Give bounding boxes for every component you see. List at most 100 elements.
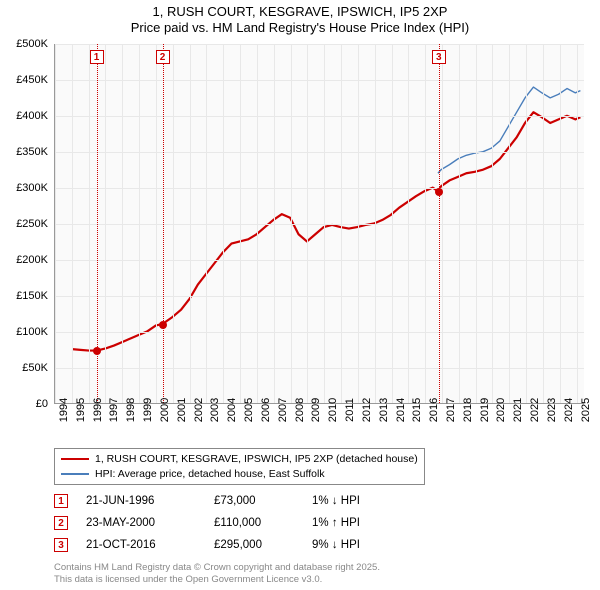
series-price_paid — [72, 112, 580, 350]
legend-item-price-paid: 1, RUSH COURT, KESGRAVE, IPSWICH, IP5 2X… — [61, 452, 418, 467]
x-tick-label: 2000 — [159, 398, 171, 422]
marker-box: 3 — [54, 538, 68, 552]
transaction-row: 321-OCT-2016£295,0009% ↓ HPI — [54, 534, 412, 556]
grid-line — [72, 44, 73, 403]
footer-line-1: Contains HM Land Registry data © Crown c… — [54, 562, 380, 574]
grid-line — [240, 44, 241, 403]
grid-line — [55, 368, 584, 369]
grid-line — [55, 188, 584, 189]
marker-dot — [93, 347, 101, 355]
grid-line — [139, 44, 140, 403]
transaction-price: £110,000 — [214, 517, 294, 529]
x-axis: 1994199519961997199819992000200120022003… — [54, 406, 584, 446]
y-tick-label: £100K — [16, 326, 48, 338]
grid-line — [274, 44, 275, 403]
x-tick-label: 1994 — [58, 398, 70, 422]
x-tick-label: 2007 — [277, 398, 289, 422]
x-tick-label: 2009 — [310, 398, 322, 422]
y-tick-label: £250K — [16, 218, 48, 230]
marker-box: 3 — [432, 50, 446, 64]
x-tick-label: 1995 — [75, 398, 87, 422]
grid-line — [543, 44, 544, 403]
x-tick-label: 2014 — [395, 398, 407, 422]
transaction-pct: 1% ↓ HPI — [312, 495, 412, 507]
x-tick-label: 2021 — [512, 398, 524, 422]
x-tick-label: 1997 — [108, 398, 120, 422]
x-tick-label: 1996 — [92, 398, 104, 422]
x-tick-label: 2010 — [327, 398, 339, 422]
y-axis: £0£50K£100K£150K£200K£250K£300K£350K£400… — [0, 44, 52, 404]
x-tick-label: 1998 — [125, 398, 137, 422]
chart-container: 1, RUSH COURT, KESGRAVE, IPSWICH, IP5 2X… — [0, 0, 600, 590]
grid-line — [55, 260, 584, 261]
marker-line — [439, 44, 440, 403]
grid-line — [55, 44, 584, 45]
grid-line — [442, 44, 443, 403]
transaction-pct: 9% ↓ HPI — [312, 539, 412, 551]
grid-line — [257, 44, 258, 403]
grid-line — [392, 44, 393, 403]
x-tick-label: 2019 — [479, 398, 491, 422]
y-tick-label: £300K — [16, 182, 48, 194]
marker-box: 2 — [156, 50, 170, 64]
x-tick-label: 2006 — [260, 398, 272, 422]
grid-line — [577, 44, 578, 403]
grid-line — [425, 44, 426, 403]
grid-line — [55, 296, 584, 297]
legend: 1, RUSH COURT, KESGRAVE, IPSWICH, IP5 2X… — [54, 448, 425, 485]
grid-line — [55, 332, 584, 333]
grid-line — [55, 152, 584, 153]
grid-line — [459, 44, 460, 403]
grid-line — [55, 80, 584, 81]
legend-label: 1, RUSH COURT, KESGRAVE, IPSWICH, IP5 2X… — [95, 452, 418, 467]
grid-line — [476, 44, 477, 403]
marker-line — [163, 44, 164, 403]
x-tick-label: 2011 — [344, 398, 356, 422]
legend-swatch — [61, 473, 89, 475]
x-tick-label: 2018 — [462, 398, 474, 422]
y-tick-label: £200K — [16, 254, 48, 266]
x-tick-label: 2008 — [294, 398, 306, 422]
x-tick-label: 2012 — [361, 398, 373, 422]
transaction-pct: 1% ↑ HPI — [312, 517, 412, 529]
legend-item-hpi: HPI: Average price, detached house, East… — [61, 467, 418, 482]
x-tick-label: 2002 — [193, 398, 205, 422]
footer-line-2: This data is licensed under the Open Gov… — [54, 574, 380, 586]
transaction-price: £73,000 — [214, 495, 294, 507]
grid-line — [408, 44, 409, 403]
x-tick-label: 2023 — [546, 398, 558, 422]
grid-line — [55, 224, 584, 225]
grid-line — [190, 44, 191, 403]
grid-line — [55, 116, 584, 117]
transaction-table: 121-JUN-1996£73,0001% ↓ HPI223-MAY-2000£… — [54, 490, 412, 556]
transaction-date: 21-JUN-1996 — [86, 495, 196, 507]
x-tick-label: 2020 — [495, 398, 507, 422]
transaction-date: 23-MAY-2000 — [86, 517, 196, 529]
x-tick-label: 1999 — [142, 398, 154, 422]
x-tick-label: 2004 — [226, 398, 238, 422]
x-tick-label: 2016 — [428, 398, 440, 422]
grid-line — [206, 44, 207, 403]
transaction-row: 121-JUN-1996£73,0001% ↓ HPI — [54, 490, 412, 512]
marker-dot — [159, 321, 167, 329]
y-tick-label: £400K — [16, 110, 48, 122]
transaction-row: 223-MAY-2000£110,0001% ↑ HPI — [54, 512, 412, 534]
x-tick-label: 2022 — [529, 398, 541, 422]
grid-line — [291, 44, 292, 403]
y-tick-label: £150K — [16, 290, 48, 302]
legend-swatch — [61, 458, 89, 460]
footer: Contains HM Land Registry data © Crown c… — [54, 562, 380, 586]
x-tick-label: 2001 — [176, 398, 188, 422]
grid-line — [341, 44, 342, 403]
grid-line — [358, 44, 359, 403]
x-tick-label: 2005 — [243, 398, 255, 422]
grid-line — [492, 44, 493, 403]
grid-line — [509, 44, 510, 403]
grid-line — [307, 44, 308, 403]
y-tick-label: £0 — [36, 398, 48, 410]
y-tick-label: £350K — [16, 146, 48, 158]
legend-label: HPI: Average price, detached house, East… — [95, 467, 325, 482]
grid-line — [89, 44, 90, 403]
x-tick-label: 2003 — [209, 398, 221, 422]
y-tick-label: £450K — [16, 74, 48, 86]
